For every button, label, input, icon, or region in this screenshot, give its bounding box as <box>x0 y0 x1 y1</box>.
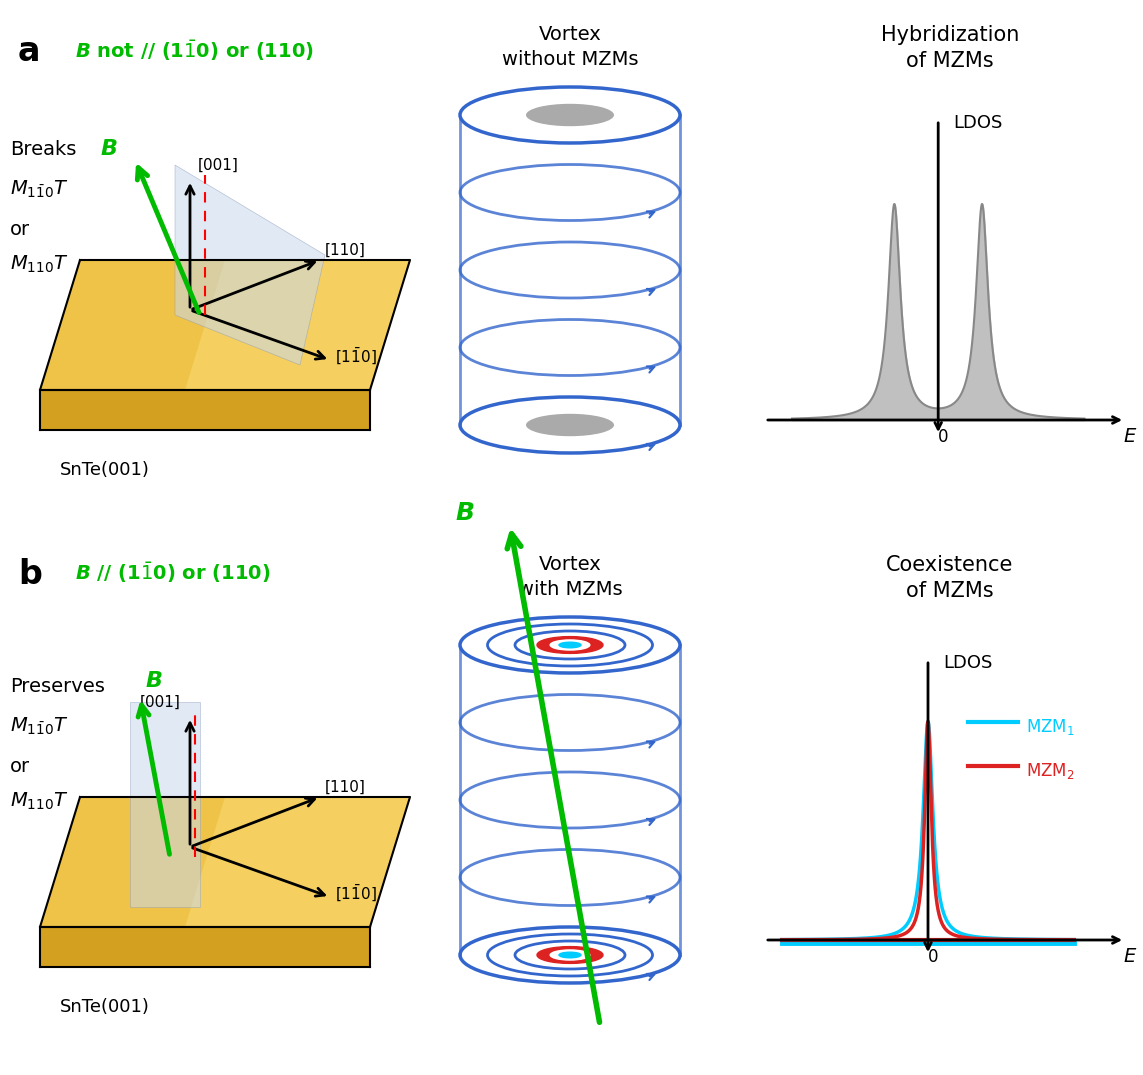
Polygon shape <box>40 390 370 430</box>
Polygon shape <box>40 797 225 927</box>
Text: LDOS: LDOS <box>953 114 1002 132</box>
Text: [110]: [110] <box>325 243 366 258</box>
Text: SnTe(001): SnTe(001) <box>59 461 150 479</box>
Ellipse shape <box>459 617 680 673</box>
Text: [110]: [110] <box>325 780 366 796</box>
Ellipse shape <box>559 642 581 648</box>
Text: $\boldsymbol{B}$: $\boldsymbol{B}$ <box>455 501 474 525</box>
Text: $E$: $E$ <box>1122 427 1137 446</box>
Polygon shape <box>40 260 225 390</box>
Text: Preserves: Preserves <box>10 677 105 696</box>
Text: $\boldsymbol{B}$: $\boldsymbol{B}$ <box>99 139 118 159</box>
Text: [1$\bar{1}$0]: [1$\bar{1}$0] <box>335 883 377 903</box>
Ellipse shape <box>537 636 604 654</box>
Text: $M_{1\bar{1}0}T$: $M_{1\bar{1}0}T$ <box>10 716 69 737</box>
Text: MZM$_2$: MZM$_2$ <box>1026 761 1074 782</box>
Text: Vortex
without MZMs: Vortex without MZMs <box>502 25 638 69</box>
Polygon shape <box>40 260 410 390</box>
Ellipse shape <box>550 950 590 960</box>
Text: Vortex
with MZMs: Vortex with MZMs <box>518 555 622 599</box>
Ellipse shape <box>559 952 581 958</box>
Text: b: b <box>18 558 42 591</box>
Text: $\boldsymbol{B}$ not // (1$\bar{1}$0) or (110): $\boldsymbol{B}$ not // (1$\bar{1}$0) or… <box>75 38 314 63</box>
Polygon shape <box>175 164 325 366</box>
Polygon shape <box>40 927 370 968</box>
Text: $\boldsymbol{B}$: $\boldsymbol{B}$ <box>145 671 162 691</box>
Text: $M_{110}T$: $M_{110}T$ <box>10 254 69 275</box>
Text: [1$\bar{1}$0]: [1$\bar{1}$0] <box>335 346 377 367</box>
Text: SnTe(001): SnTe(001) <box>59 998 150 1016</box>
Text: [001]: [001] <box>139 696 181 710</box>
Ellipse shape <box>526 414 614 436</box>
Ellipse shape <box>459 87 680 143</box>
Text: $\boldsymbol{B}$ // (1$\bar{1}$0) or (110): $\boldsymbol{B}$ // (1$\bar{1}$0) or (11… <box>75 560 271 585</box>
Text: $M_{1\bar{1}0}T$: $M_{1\bar{1}0}T$ <box>10 180 69 200</box>
Text: 0: 0 <box>938 428 949 446</box>
Text: or: or <box>10 757 30 776</box>
Text: 0: 0 <box>928 948 938 966</box>
Text: a: a <box>18 35 40 68</box>
Text: $E$: $E$ <box>1122 947 1137 966</box>
Text: Breaks: Breaks <box>10 140 77 159</box>
Ellipse shape <box>537 947 604 963</box>
Text: LDOS: LDOS <box>943 654 992 672</box>
Text: MZM$_1$: MZM$_1$ <box>1026 717 1074 736</box>
Ellipse shape <box>550 640 590 650</box>
Ellipse shape <box>526 104 614 126</box>
Text: Coexistence
of MZMs: Coexistence of MZMs <box>886 555 1014 601</box>
Text: $M_{110}T$: $M_{110}T$ <box>10 791 69 813</box>
Text: Hybridization
of MZMs: Hybridization of MZMs <box>881 25 1020 71</box>
Polygon shape <box>130 702 200 907</box>
Text: or: or <box>10 220 30 239</box>
Text: [001]: [001] <box>198 158 239 173</box>
Polygon shape <box>40 797 410 927</box>
